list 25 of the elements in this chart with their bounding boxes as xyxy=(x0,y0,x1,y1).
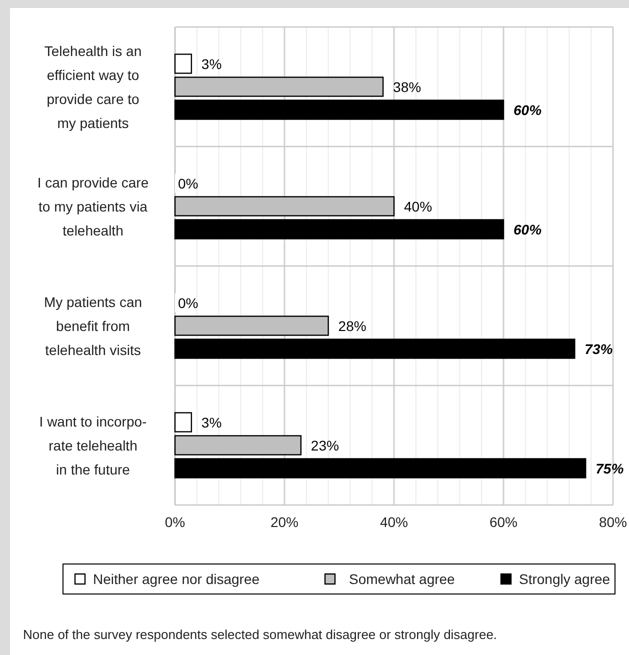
legend-label: Strongly agree xyxy=(519,571,610,587)
legend-label: Neither agree nor disagree xyxy=(93,571,260,587)
data-label: 60% xyxy=(514,102,542,118)
data-label: 3% xyxy=(201,414,222,430)
data-label: 0% xyxy=(178,175,198,192)
x-tick-label: 20% xyxy=(270,514,299,530)
data-label: 23% xyxy=(310,437,339,454)
y-tick-label: Telehealth is an efficient way to provide care to my patients xyxy=(44,42,142,131)
data-label: 0% xyxy=(178,294,198,311)
x-tick-label: 40% xyxy=(380,514,408,530)
data-label: 60% xyxy=(514,221,542,238)
text: None of the survey respondents selected somewhat disagree or strongly disagree. xyxy=(23,627,498,642)
x-tick-label: 0% xyxy=(164,514,186,530)
data-label: 73% xyxy=(584,340,614,357)
x-tick-label: 60% xyxy=(489,514,518,530)
data-label: 3% xyxy=(201,56,222,72)
y-tick-label: I can provide care to my patients via telehealth xyxy=(37,174,149,238)
data-label: 28% xyxy=(338,318,366,334)
legend-label: Somewhat agree xyxy=(349,571,456,587)
data-label: 75% xyxy=(596,460,624,476)
data-label: 40% xyxy=(404,198,432,214)
y-tick-label: My patients can benefit from telehealth visits xyxy=(44,294,142,358)
y-tick-label: I want to incorpo- rate telehealth in the future xyxy=(39,413,148,478)
x-tick-label: 80% xyxy=(598,514,628,530)
data-label: 38% xyxy=(393,78,422,95)
